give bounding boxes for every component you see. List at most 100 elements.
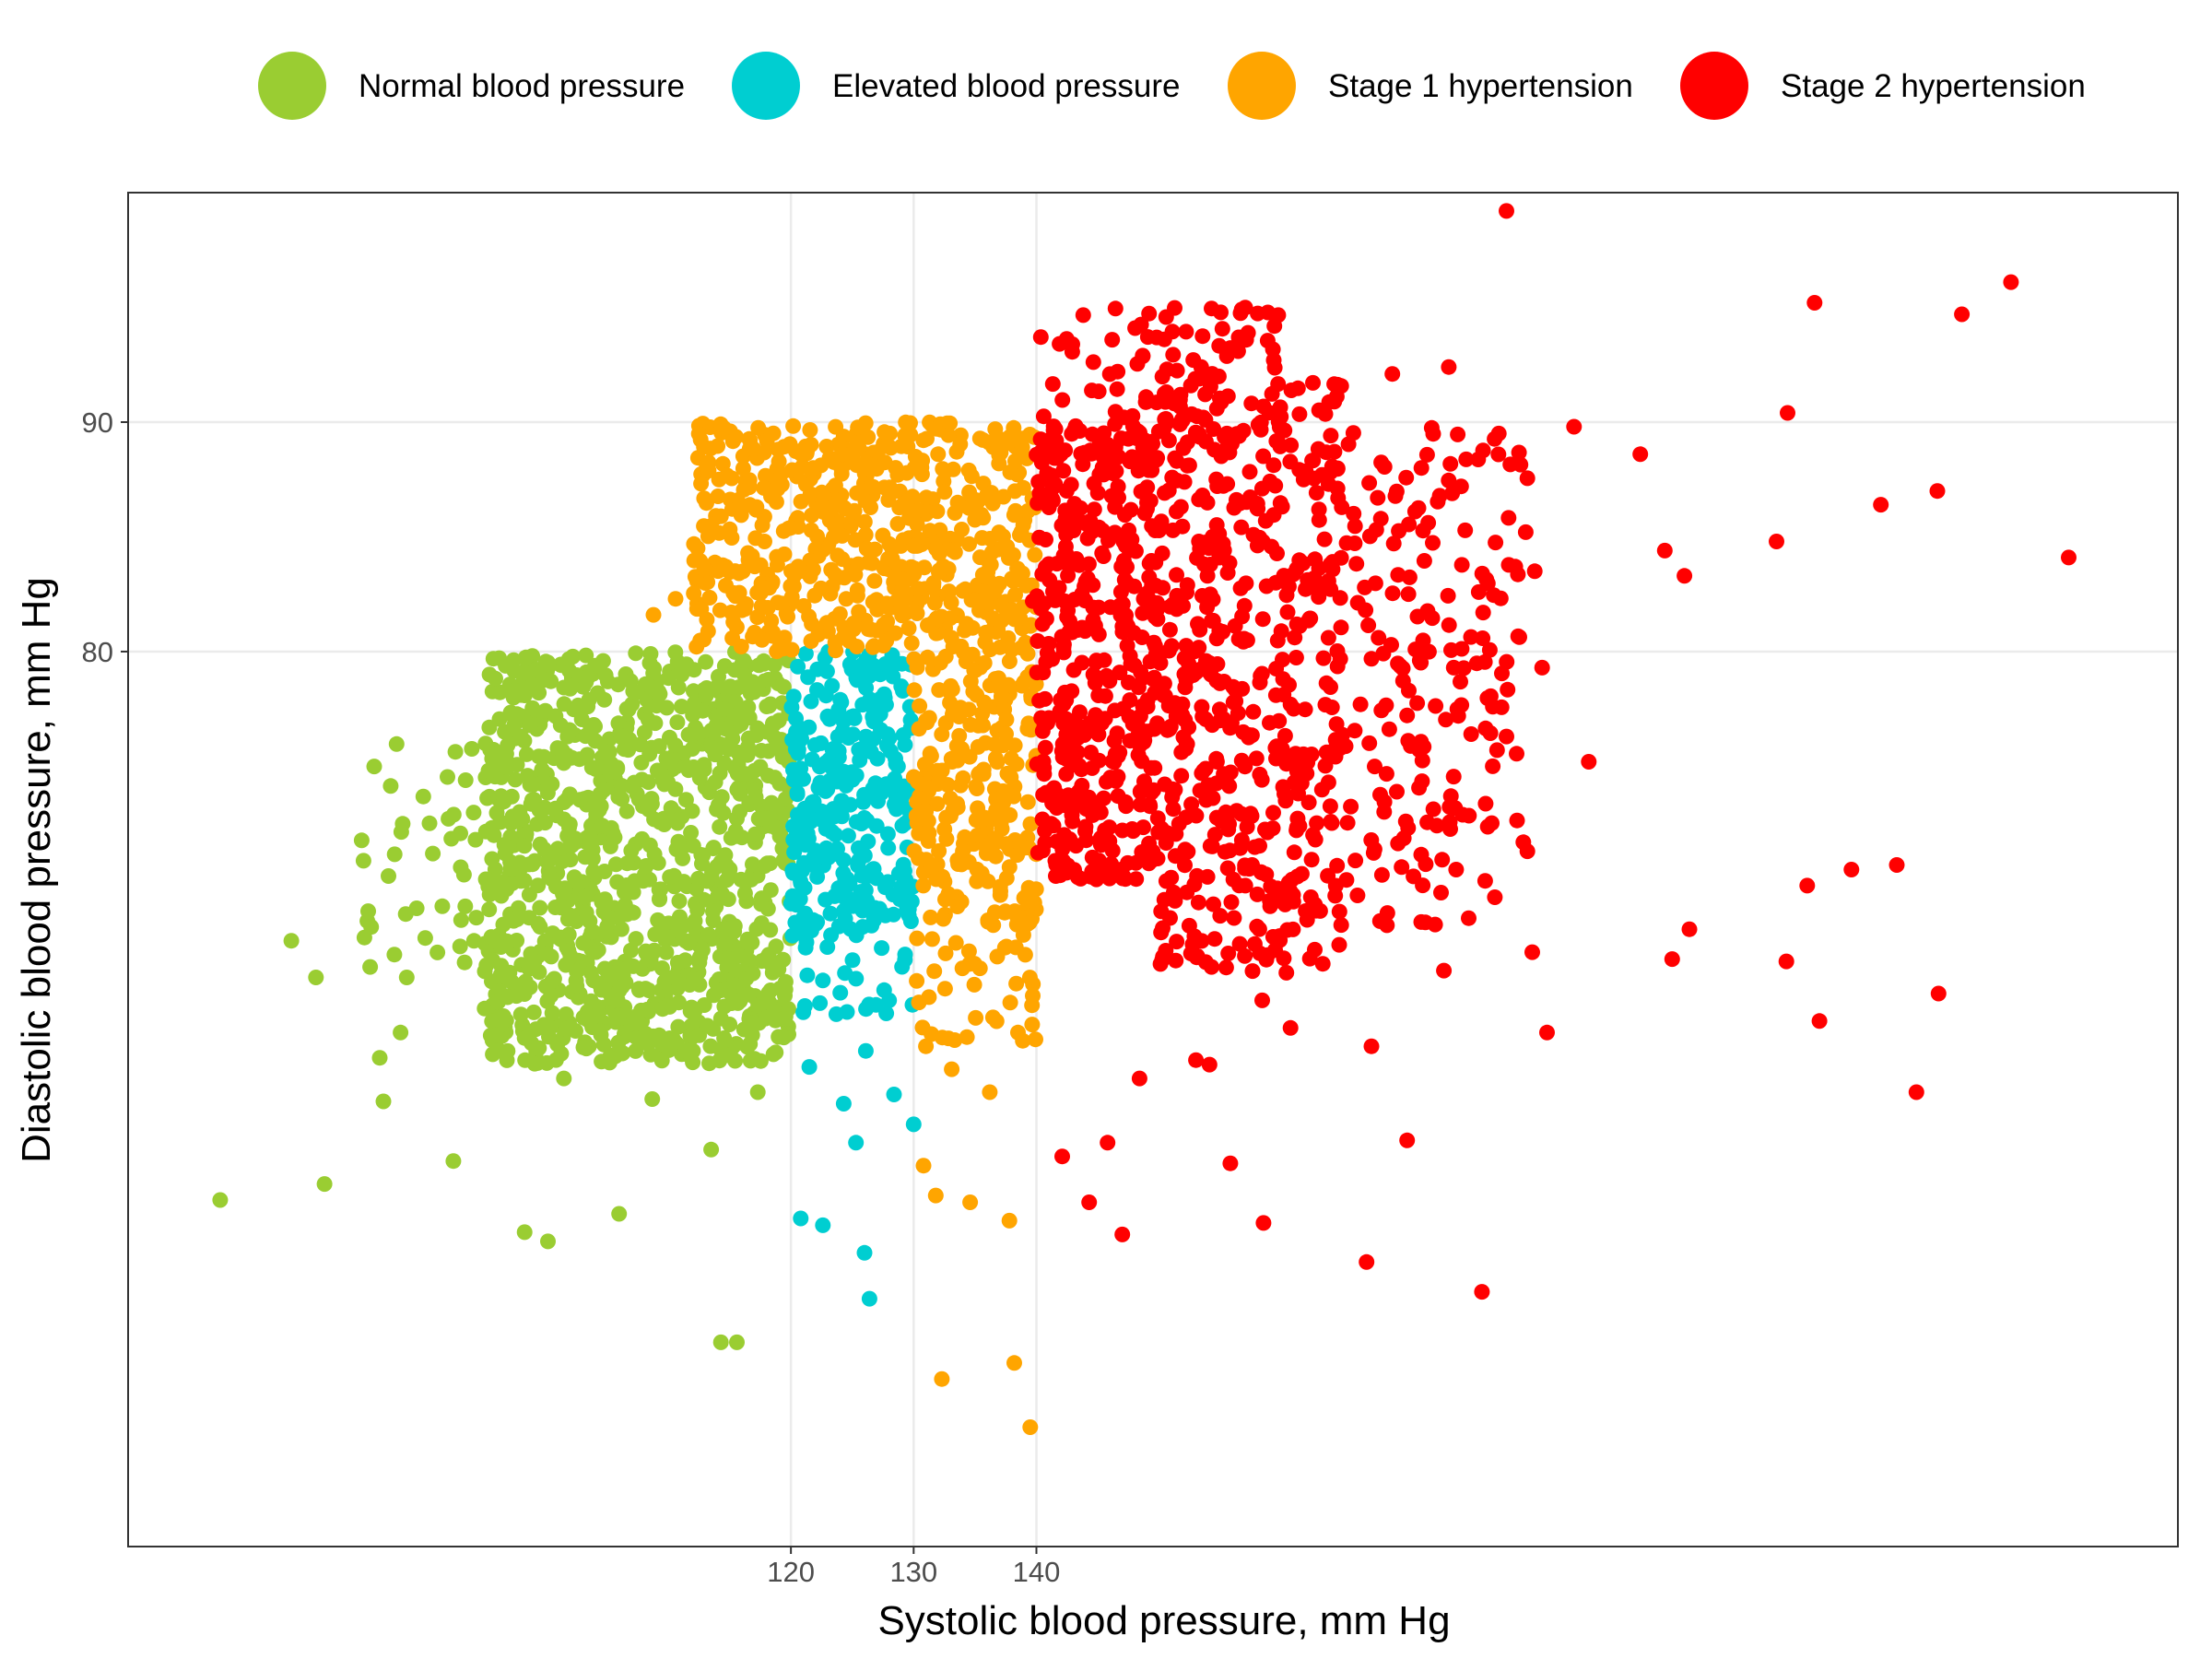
normal-dense-point — [613, 778, 629, 794]
stage1-dense-point — [827, 634, 843, 651]
stage2-dense-point — [1200, 777, 1217, 794]
stage1-dense-point — [865, 444, 882, 461]
normal-dense-point — [484, 683, 500, 700]
normal-dense-point — [618, 700, 635, 717]
normal-dense-point — [521, 960, 537, 977]
normal-data-point — [540, 1233, 556, 1250]
normal-data-point — [663, 754, 679, 770]
stage2-dense-point — [1056, 827, 1073, 843]
stage2-dense-point — [1265, 457, 1282, 474]
normal-dense-point — [597, 667, 614, 684]
stage2-dense-point — [1139, 699, 1156, 715]
stage2-data-point — [1201, 1056, 1218, 1073]
stage2-dense-point — [1212, 908, 1229, 924]
stage1-dense-point — [1027, 547, 1043, 563]
stage2-dense-point — [1048, 432, 1065, 449]
stage2-dense-point — [1114, 822, 1131, 839]
stage1-dense-point — [1007, 453, 1023, 469]
stage2-dense-point — [1323, 428, 1339, 444]
stage2-dense-point — [1265, 929, 1281, 945]
stage2-dense-point — [1167, 848, 1183, 865]
stage2-dense-point — [1331, 903, 1347, 920]
stage2-dense-point — [1176, 650, 1193, 666]
stage2-dense-point — [1512, 629, 1527, 645]
stage2-dense-point — [1054, 392, 1071, 408]
stage2-dense-point — [1074, 619, 1090, 636]
stage2-data-point — [1519, 843, 1535, 860]
stage2-dense-point — [1122, 692, 1138, 709]
stage1-dense-point — [849, 639, 865, 654]
elevated-dense-point — [874, 784, 889, 801]
stage2-data-point — [1448, 862, 1465, 877]
normal-dense-point — [417, 930, 433, 947]
stage2-data-point — [1107, 499, 1124, 515]
stage2-dense-point — [1201, 540, 1218, 557]
stage1-dense-point — [939, 777, 956, 794]
stage2-data-point — [1025, 593, 1041, 609]
stage2-dense-point — [1453, 674, 1468, 690]
elevated-dense-point — [797, 645, 814, 662]
stage2-dense-point — [1218, 959, 1234, 976]
elevated-dense-point — [845, 726, 862, 743]
stage1-dense-point — [1018, 577, 1034, 594]
stage1-data-point — [805, 460, 821, 477]
stage2-dense-point — [1055, 644, 1072, 661]
elevated-dense-point — [796, 879, 813, 896]
elevated-dense-point — [785, 771, 802, 788]
elevated-dense-point — [829, 773, 845, 790]
normal-dense-point — [452, 938, 468, 955]
stage2-dense-point — [1371, 629, 1387, 646]
normal-dense-point — [668, 841, 685, 857]
normal-dense-point — [760, 672, 777, 688]
stage2-dense-point — [1245, 703, 1262, 720]
stage1-dense-point — [736, 601, 753, 618]
stage2-dense-point — [1314, 956, 1331, 972]
stage2-dense-point — [1231, 935, 1248, 952]
normal-dense-point — [710, 678, 726, 695]
legend-label-normal: Normal blood pressure — [359, 68, 685, 104]
stage2-dense-point — [1056, 684, 1073, 700]
stage2-dense-point — [1237, 947, 1253, 964]
stage1-dense-point — [941, 583, 958, 600]
stage1-data-point — [1010, 1024, 1026, 1041]
stage1-data-point — [1025, 987, 1041, 1004]
stage2-data-point — [1677, 568, 1693, 584]
elevated-dense-point — [788, 724, 805, 740]
stage1-dense-point — [976, 694, 993, 711]
stage2-dense-point — [1135, 348, 1151, 364]
stage2-dense-point — [1511, 444, 1527, 461]
stage2-dense-point — [1145, 843, 1161, 860]
stage2-data-point — [1534, 659, 1550, 676]
normal-dense-point — [525, 1004, 542, 1020]
stage2-dense-point — [1035, 408, 1052, 425]
stage2-dense-point — [1112, 583, 1129, 600]
stage1-dense-point — [929, 795, 946, 812]
stage2-data-point — [1131, 1070, 1147, 1087]
stage2-data-point — [1441, 359, 1457, 375]
normal-dense-point — [759, 699, 775, 714]
stage2-dense-point — [1485, 699, 1501, 715]
normal-dense-point — [388, 735, 405, 752]
normal-dense-point — [587, 760, 604, 777]
stage2-dense-point — [1316, 531, 1333, 547]
stage2-dense-point — [1031, 529, 1048, 546]
normal-dense-point — [468, 910, 485, 926]
stage2-dense-point — [1347, 723, 1363, 739]
normal-dense-point — [561, 663, 578, 679]
stage1-dense-point — [930, 446, 947, 463]
stage2-dense-point — [1517, 524, 1534, 540]
stage1-dense-point — [693, 601, 710, 618]
stage2-dense-point — [1202, 557, 1218, 572]
normal-dense-point — [716, 701, 733, 718]
stage2-dense-point — [1425, 801, 1441, 818]
normal-dense-point — [743, 871, 759, 888]
elevated-dense-point — [853, 816, 870, 832]
stage2-data-point — [1581, 754, 1597, 770]
stage1-dense-point — [913, 466, 930, 483]
stage1-data-point — [918, 1038, 935, 1054]
stage1-dense-point — [909, 972, 925, 989]
normal-dense-point — [660, 670, 677, 687]
normal-data-point — [504, 875, 521, 891]
normal-dense-point — [362, 959, 379, 975]
stage2-dense-point — [1324, 815, 1340, 831]
